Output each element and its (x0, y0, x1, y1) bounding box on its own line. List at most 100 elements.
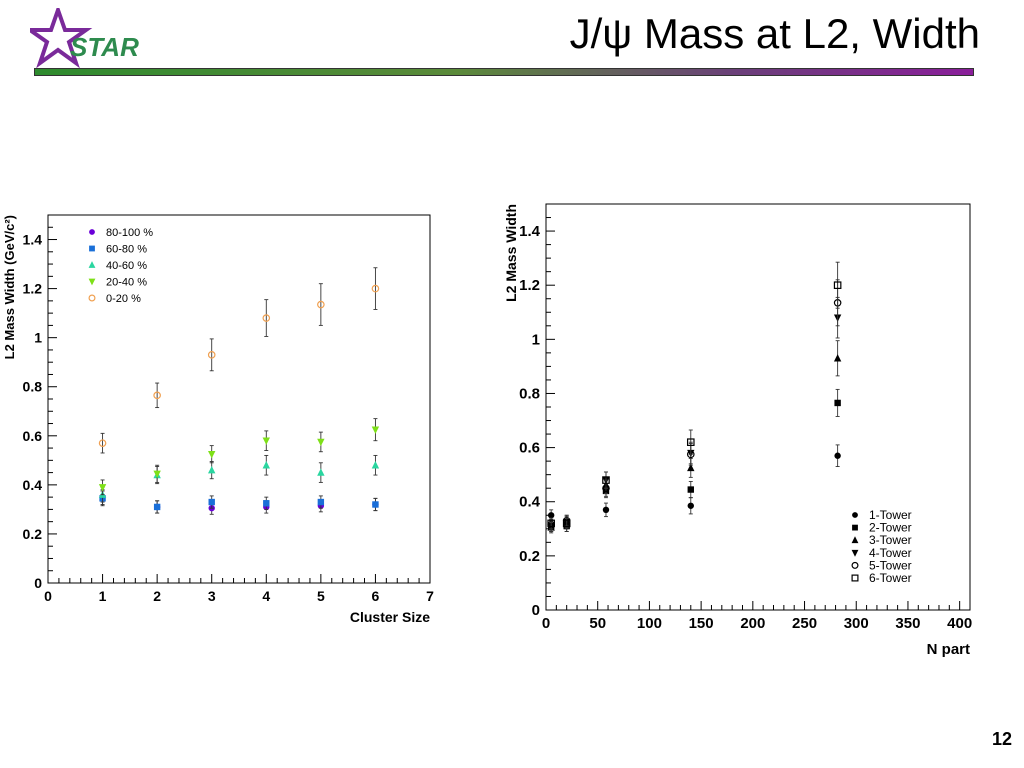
chart1-y-tick-label: 0.8 (519, 385, 540, 402)
chart0-point (98, 484, 107, 492)
chart0-y-axis-label: L2 Mass Width (GeV/c²) (2, 215, 17, 359)
chart1-point (687, 463, 695, 472)
chart0-point (208, 451, 216, 459)
chart1-legend-marker (852, 524, 858, 531)
chart0-series-1 (99, 490, 379, 514)
chart0-series-0 (99, 489, 379, 515)
chart1-series-4 (547, 279, 842, 531)
chart1-series-0 (547, 444, 841, 532)
chart0-legend-marker (89, 229, 95, 235)
chart1-x-tick-label: 350 (895, 615, 920, 632)
chart1-legend-marker (852, 512, 858, 518)
chart0-point (317, 300, 325, 309)
chart1-legend: 1-Tower2-Tower3-Tower4-Tower5-Tower6-Tow… (851, 508, 912, 585)
chart0-point (372, 501, 379, 508)
chart0-point (208, 465, 216, 474)
chart0-x-tick-label: 7 (426, 588, 434, 604)
chart1-point (834, 452, 841, 459)
chart1-legend-label: 1-Tower (869, 508, 912, 522)
chart1-legend-marker (851, 561, 859, 569)
chart1-legend-marker (851, 574, 859, 582)
chart1-y-tick-label: 1.2 (519, 277, 540, 294)
star-logo-icon (23, 3, 93, 69)
chart1-series-5 (547, 261, 842, 530)
chart0-x-tick-label: 5 (317, 588, 325, 604)
chart0-point (153, 470, 161, 479)
chart0-x-tick-label: 0 (44, 588, 52, 604)
chart0-point (208, 498, 215, 506)
chart0-y-tick-label: 1 (34, 330, 42, 346)
chart0-x-tick-label: 2 (153, 588, 161, 604)
chart1-x-axis-label: N part (927, 641, 970, 658)
chart1-y-tick-label: 0.4 (519, 494, 541, 511)
chart0-series-4 (98, 267, 380, 454)
chart0-point (317, 468, 325, 476)
chart1-x-tick-label: 300 (844, 615, 869, 632)
chart1-point (687, 502, 694, 509)
chart0-x-tick-label: 3 (208, 588, 216, 604)
chart0-point (263, 500, 270, 507)
chart0-point (371, 461, 380, 469)
chart0-legend-label: 40-60 % (106, 260, 147, 272)
chart1-point (602, 476, 610, 484)
chart0-legend-marker (88, 278, 96, 286)
chart1-point (562, 519, 571, 528)
chart0-legend: 80-100 % 60-80 % 40-60 % 20-40 % 0-20 % (88, 227, 153, 305)
chart1-y-tick-label: 0.2 (519, 548, 540, 565)
chart0-point (317, 438, 325, 447)
chart0-y-tick-label: 0.2 (23, 526, 43, 542)
chart0-legend-label: 60-80 % (106, 244, 147, 256)
chart1-y-axis-label: L2 Mass Width (503, 204, 519, 302)
chart1-point (547, 519, 555, 528)
chart0-point (371, 284, 380, 293)
chart1-point (834, 399, 841, 407)
chart1-x-tick-label: 250 (792, 615, 817, 632)
chart0-y-tick-label: 0.8 (23, 379, 43, 395)
chart1-point (686, 438, 695, 446)
chart0-point (262, 437, 270, 445)
chart1-series-1 (547, 388, 841, 532)
chart0-y-tick-label: 0 (34, 575, 42, 591)
chart1-series-3 (547, 296, 842, 532)
chart0-point (317, 498, 325, 506)
chart0-x-tick-label: 4 (262, 588, 270, 604)
chart0-legend-marker (88, 294, 96, 302)
chart0-y-tick-label: 0.6 (23, 428, 43, 444)
chart1-y-tick-label: 0.6 (519, 440, 540, 457)
chart0-point (262, 314, 271, 322)
chart0-series-2 (98, 454, 380, 503)
chart0-legend-marker (88, 261, 96, 268)
chart0-point (371, 426, 380, 434)
chart0-point (98, 439, 107, 447)
chart1-legend-label: 5-Tower (869, 558, 912, 572)
chart1-x-tick-label: 50 (589, 615, 606, 632)
title-divider-bar (34, 68, 974, 76)
chart0-legend-label: 0-20 % (106, 293, 141, 305)
chart0-point (153, 391, 161, 400)
chart0-point (262, 461, 270, 469)
chart1-point (547, 512, 555, 519)
chart1-legend-label: 6-Tower (869, 571, 912, 585)
chart1-legend-label: 3-Tower (869, 533, 912, 547)
chart1-x-tick-label: 150 (689, 615, 714, 632)
chart1-x-tick-label: 0 (542, 615, 550, 632)
chart1-legend-label: 2-Tower (869, 521, 912, 535)
chart0-y-tick-label: 1.2 (23, 281, 43, 297)
chart1-legend-label: 4-Tower (869, 546, 912, 560)
chart1-x-tick-label: 200 (740, 615, 765, 632)
chart1-point (833, 281, 842, 290)
chart1-series-2 (547, 340, 842, 534)
chart0-x-tick-label: 1 (99, 588, 107, 604)
chart1-y-tick-label: 1.4 (519, 223, 541, 240)
chart0-y-tick-label: 0.4 (23, 477, 43, 493)
chart1-x-tick-label: 400 (947, 615, 972, 632)
chart0-legend-marker (89, 245, 95, 252)
chart1-legend-marker (851, 549, 859, 557)
chart-npart: 0 50 100 150 200 250 300 350 400 0 0.2 0.4 0.6 0.8 1 1.… (503, 203, 972, 658)
chart0-legend-label: 80-100 % (106, 227, 153, 239)
star-logo-text: STAR (70, 32, 139, 62)
chart1-point (687, 486, 694, 493)
chart1-y-tick-label: 1 (532, 331, 540, 348)
chart-cluster-size: 0 1 2 3 4 5 6 7 0 0.2 0.4 0.6 0.8 1 1.2 1.4 Cluster Size… (2, 214, 434, 625)
page-number: 12 (991, 729, 1012, 749)
